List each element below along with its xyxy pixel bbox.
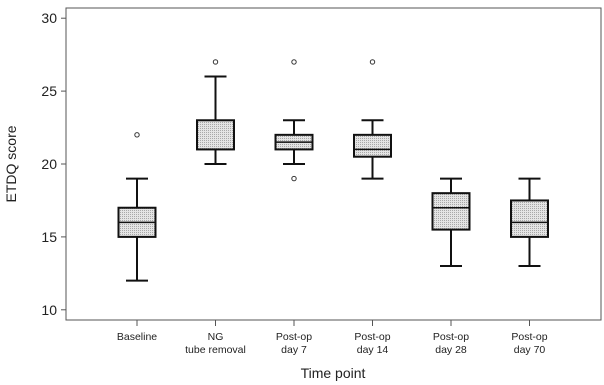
x-tick-label-line: Post-op [511,331,547,343]
x-tick-label-line: tube removal [185,344,246,356]
x-tick-label: Post-op day 14 [354,331,390,356]
y-tick-label: 15 [41,229,57,245]
iqr-box [431,192,471,231]
outlier-point [369,59,376,65]
x-tick-label-line: day 14 [357,344,389,356]
outlier-point [134,132,140,138]
box-group [196,59,235,165]
iqr-box [510,199,549,238]
x-tick-label: Post-op day 70 [511,331,547,356]
outlier-point [291,59,297,65]
y-tick-label: 20 [41,156,57,172]
box-group [117,132,157,282]
x-tick-label-line: day 7 [281,344,307,356]
outlier-point [291,175,297,182]
x-tick-label: NG tube removal [185,331,246,356]
box-group [274,59,314,182]
iqr-box [353,133,392,158]
x-tick-label-line: Post-op [433,331,469,343]
x-axis-title: Time point [301,365,366,381]
x-tick-label-line: day 70 [514,344,546,356]
x-tick-label-line: NG [208,331,224,343]
x-tick-label-line: Post-op [276,331,312,343]
boxes [117,59,549,282]
iqr-box [196,119,235,151]
y-tick-label: 30 [41,10,57,26]
x-tick-label: Baseline [117,331,157,343]
outlier-point [212,59,219,65]
y-tick-label: 10 [41,302,57,318]
y-axis-title: ETDQ score [3,125,19,202]
box-group [431,177,471,268]
x-tick-label: Post-op day 7 [276,331,312,356]
box-group [353,59,392,180]
box-group [510,177,549,268]
y-axis: 10 15 20 25 30 [41,10,66,318]
x-tick-label-line: Post-op [354,331,390,343]
x-tick-label: Post-op day 28 [433,331,469,356]
plot-frame [65,7,602,321]
x-tick-label-line: day 28 [435,344,467,356]
y-tick-label: 25 [41,83,57,99]
x-tick-label-line: Baseline [117,331,157,343]
